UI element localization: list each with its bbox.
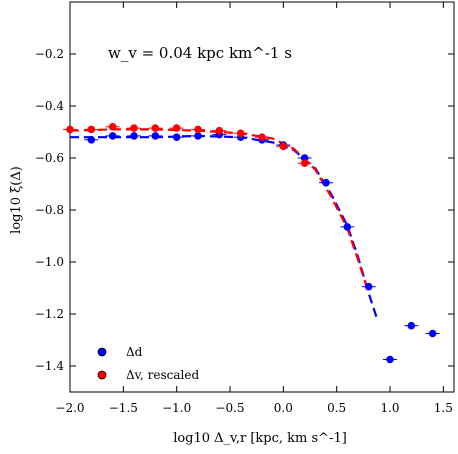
red-data-point [66, 125, 74, 134]
x-axis-ticks: −2.0 −1.5 −1.0 −0.5 0.0 0.5 1.0 1.5 [55, 2, 453, 415]
red-data-point [108, 123, 117, 131]
x-tick-label: −1.0 [162, 401, 191, 415]
blue-data-point [343, 223, 352, 231]
red-data-point [87, 125, 96, 134]
y-tick-label: −0.6 [35, 151, 64, 165]
blue-data-point [407, 321, 416, 330]
red-data-point [151, 124, 160, 132]
y-tick-label: −0.2 [35, 47, 64, 61]
plot-frame [69, 1, 455, 393]
x-tick-label: 1.0 [380, 401, 399, 415]
blue-data-point [194, 132, 202, 140]
red-data-point [130, 124, 138, 132]
red-data-point [215, 126, 224, 135]
y-axis-label: log10 ξ(Δ) [9, 166, 24, 234]
red-data-point [172, 124, 181, 132]
legend-label-delta-v-rescaled: Δv, rescaled [126, 368, 199, 382]
blue-data-point [130, 132, 138, 140]
blue-data-point [108, 132, 117, 140]
x-tick-label: 1.5 [434, 401, 453, 415]
red-data-point [279, 142, 288, 151]
blue-data-point [364, 282, 373, 291]
data-points [63, 123, 440, 364]
y-axis-ticks: −0.2 −0.4 −0.6 −0.8 −1.0 −1.2 −1.4 [35, 47, 454, 373]
blue-data-point [151, 132, 160, 140]
y-tick-label: −0.8 [35, 203, 64, 217]
series-lines [69, 128, 379, 320]
legend-marker-red [97, 370, 107, 380]
red-data-point [258, 133, 266, 142]
legend-label-delta-d: Δd [126, 345, 143, 359]
red-data-point [236, 129, 245, 138]
y-tick-label: −1.0 [35, 255, 64, 269]
blue-data-point [322, 178, 330, 187]
annotation-text: w_v = 0.04 kpc km^-1 s [108, 44, 292, 62]
x-axis-label: log10 Δ_v,r [kpc, km s^-1] [173, 431, 347, 446]
blue-dashed-series-line [70, 134, 379, 320]
y-tick-label: −0.4 [35, 99, 65, 113]
x-tick-label: −2.0 [55, 401, 84, 415]
x-tick-label: −1.5 [109, 401, 138, 415]
y-tick-label: −1.4 [35, 359, 65, 373]
blue-data-point [87, 136, 96, 144]
x-tick-label: 0.5 [327, 401, 346, 415]
red-data-point [300, 159, 309, 168]
x-tick-label: −0.5 [215, 401, 244, 415]
legend: Δd Δv, rescaled [97, 345, 199, 382]
red-data-point [194, 125, 202, 134]
legend-marker-blue [97, 347, 107, 357]
y-tick-label: −1.2 [35, 307, 64, 321]
red-dashed-series-line [69, 128, 370, 294]
x-tick-label: 0.0 [274, 401, 293, 415]
blue-data-point [386, 355, 394, 364]
blue-data-point [172, 133, 181, 142]
blue-data-point [428, 329, 437, 338]
